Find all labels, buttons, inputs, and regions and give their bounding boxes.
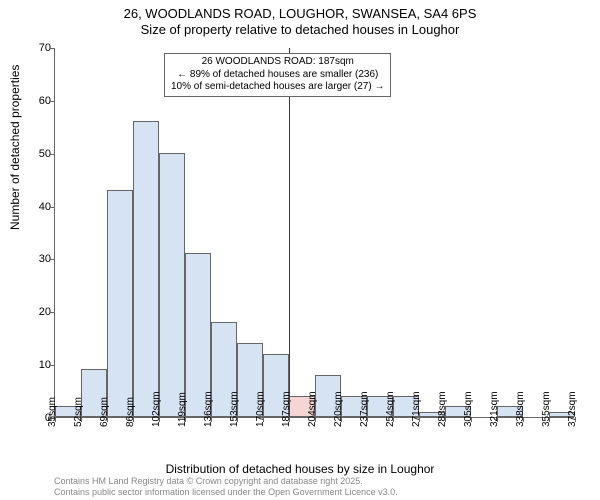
title-line-1: 26, WOODLANDS ROAD, LOUGHOR, SWANSEA, SA… [0, 6, 600, 22]
x-tick-label: 153sqm [229, 391, 240, 427]
x-tick-label: 321sqm [489, 391, 500, 427]
x-tick-label: 338sqm [515, 391, 526, 427]
annotation-line-1: 26 WOODLANDS ROAD: 187sqm [171, 56, 384, 69]
x-tick-label: 271sqm [411, 391, 422, 427]
x-tick-label: 305sqm [463, 391, 474, 427]
x-tick-label: 52sqm [73, 397, 84, 427]
annotation-box: 26 WOODLANDS ROAD: 187sqm← 89% of detach… [164, 53, 391, 97]
x-tick-label: 35sqm [47, 397, 58, 427]
x-tick-label: 237sqm [359, 391, 370, 427]
y-tick-label: 50 [23, 148, 51, 160]
x-tick-label: 220sqm [333, 391, 344, 427]
y-axis-label: Number of detached properties [8, 65, 22, 230]
footer-line-1: Contains HM Land Registry data © Crown c… [54, 476, 398, 487]
annotation-line-3: 10% of semi-detached houses are larger (… [171, 81, 384, 94]
x-tick-label: 187sqm [281, 391, 292, 427]
y-tick-label: 20 [23, 306, 51, 318]
x-tick-label: 288sqm [437, 391, 448, 427]
x-tick-label: 69sqm [99, 397, 110, 427]
chart-container: 26, WOODLANDS ROAD, LOUGHOR, SWANSEA, SA… [0, 0, 600, 500]
x-tick-label: 170sqm [255, 391, 266, 427]
y-tick-label: 30 [23, 253, 51, 265]
attribution-footer: Contains HM Land Registry data © Crown c… [54, 476, 398, 498]
histogram-bar [107, 190, 133, 417]
histogram-bar [159, 153, 185, 417]
chart-title: 26, WOODLANDS ROAD, LOUGHOR, SWANSEA, SA… [0, 0, 600, 39]
annotation-line-2: ← 89% of detached houses are smaller (23… [171, 69, 384, 82]
x-axis-label: Distribution of detached houses by size … [0, 462, 600, 476]
marker-line [289, 48, 290, 417]
histogram-bar [133, 121, 159, 417]
x-tick-label: 119sqm [177, 392, 188, 427]
y-tick-label: 40 [23, 201, 51, 213]
x-tick-label: 86sqm [125, 397, 136, 427]
y-tick-label: 10 [23, 359, 51, 371]
plot-area: 01020304050607035sqm52sqm69sqm86sqm102sq… [54, 48, 574, 418]
x-tick-label: 254sqm [385, 391, 396, 427]
x-tick-label: 372sqm [567, 391, 578, 427]
x-tick-label: 355sqm [541, 391, 552, 427]
footer-line-2: Contains public sector information licen… [54, 487, 398, 498]
x-tick-label: 102sqm [151, 391, 162, 427]
y-tick-label: 60 [23, 95, 51, 107]
y-tick-label: 70 [23, 42, 51, 54]
title-line-2: Size of property relative to detached ho… [0, 22, 600, 38]
x-tick-label: 136sqm [203, 391, 214, 427]
x-tick-label: 204sqm [307, 391, 318, 427]
